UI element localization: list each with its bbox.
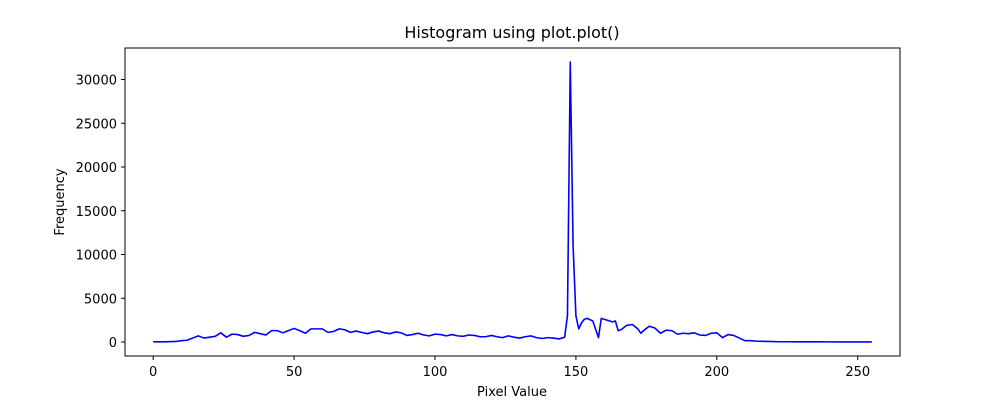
y-axis-label: Frequency (53, 168, 68, 235)
axis-ticks: 0 50 100 150 200 250 0 5000 10000 15000 20000 25000… (76, 74, 871, 381)
x-tick-label: 100 (423, 365, 448, 380)
x-axis-label: Pixel Value (477, 385, 547, 400)
y-tick-label: 0 (109, 336, 117, 351)
x-tick-label: 150 (563, 365, 588, 380)
y-tick-label: 10000 (76, 249, 117, 264)
x-tick-label: 250 (845, 365, 870, 380)
y-tick-label: 30000 (76, 74, 117, 89)
chart-title: Histogram using plot.plot() (404, 23, 619, 42)
x-tick-label: 200 (704, 365, 729, 380)
x-tick-label: 50 (286, 365, 303, 380)
histogram-line (153, 61, 872, 343)
y-tick-label: 15000 (76, 205, 117, 220)
plot-frame (124, 47, 901, 357)
x-tick-label: 0 (149, 365, 157, 380)
y-tick-label: 20000 (76, 161, 117, 176)
y-tick-label: 5000 (84, 292, 117, 307)
y-tick-label: 25000 (76, 117, 117, 132)
